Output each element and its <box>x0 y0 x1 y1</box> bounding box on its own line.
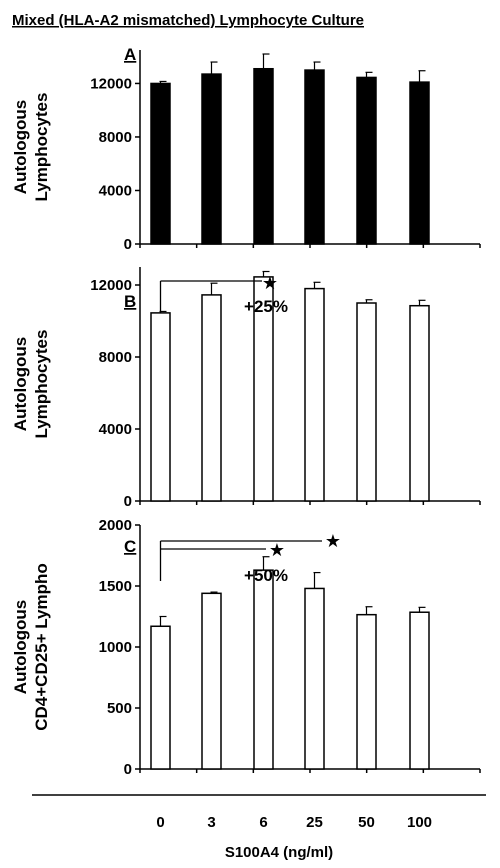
panel-letter: B <box>124 292 136 311</box>
bar <box>150 312 171 502</box>
panel-letter: C <box>124 537 136 556</box>
x-category-label: 0 <box>156 814 164 831</box>
y-axis-label: Autologous Lymphocytes <box>11 330 51 439</box>
y-tick-label: 0 <box>124 761 132 778</box>
significance-star: ★ <box>262 273 278 293</box>
y-axis-label-line: Autologous <box>11 337 30 431</box>
bar <box>304 287 325 502</box>
y-axis-label-line: Lymphocytes <box>32 330 51 439</box>
y-tick-label: 2000 <box>99 517 132 534</box>
x-axis-label: S100A4 (ng/ml) <box>225 844 333 861</box>
bar <box>253 67 274 245</box>
panel-letter: A <box>124 45 136 64</box>
x-category-label: 25 <box>306 814 323 831</box>
y-tick-label: 8000 <box>99 349 132 366</box>
y-tick-label: 4000 <box>99 182 132 199</box>
y-axis-label-line: Lymphocytes <box>32 93 51 202</box>
y-axis-label: Autologous CD4+CD25+ Lympho <box>11 563 51 731</box>
panel-A: 0 4000 8000 12000 A Autologous Lymphocytes <box>11 45 481 253</box>
y-tick-label: 12000 <box>90 75 132 92</box>
y-axis-label: Autologous Lymphocytes <box>11 93 51 202</box>
x-category-label: 6 <box>259 814 267 831</box>
bar <box>201 73 222 245</box>
y-tick-label: 4000 <box>99 421 132 438</box>
figure-title: Mixed (HLA-A2 mismatched) Lymphocyte Cul… <box>12 12 364 29</box>
y-tick-label: 1500 <box>99 578 132 595</box>
bar <box>356 613 377 770</box>
bar <box>409 611 430 770</box>
bar <box>150 82 171 245</box>
bar <box>356 302 377 502</box>
panel-C: 0 500 1000 1500 2000 C Autologous CD4+CD25+ Lym… <box>11 517 481 778</box>
bar <box>201 294 222 502</box>
significance-star: ★ <box>325 531 341 551</box>
bar <box>356 76 377 245</box>
bar <box>201 592 222 770</box>
significance-label: +50% <box>244 566 288 585</box>
x-category-label: 50 <box>358 814 375 831</box>
bar <box>150 625 171 770</box>
bar <box>409 81 430 245</box>
bar <box>253 569 274 770</box>
y-tick-label: 0 <box>124 236 132 253</box>
bar <box>304 69 325 245</box>
y-axis-label-line: CD4+CD25+ Lympho <box>32 563 51 731</box>
bar <box>304 587 325 770</box>
y-tick-label: 500 <box>107 700 132 717</box>
y-tick-label: 12000 <box>90 277 132 294</box>
y-tick-label: 1000 <box>99 639 132 656</box>
y-axis-label-line: Autologous <box>11 600 30 694</box>
x-category-labels: 0 3 6 25 50 100 <box>156 814 432 831</box>
y-tick-label: 8000 <box>99 129 132 146</box>
x-category-label: 3 <box>207 814 215 831</box>
y-axis-label-line: Autologous <box>11 100 30 194</box>
significance-label: +25% <box>244 297 288 316</box>
x-category-label: 100 <box>407 814 432 831</box>
significance-star: ★ <box>269 540 285 560</box>
y-tick-label: 0 <box>124 493 132 510</box>
bar <box>409 304 430 502</box>
